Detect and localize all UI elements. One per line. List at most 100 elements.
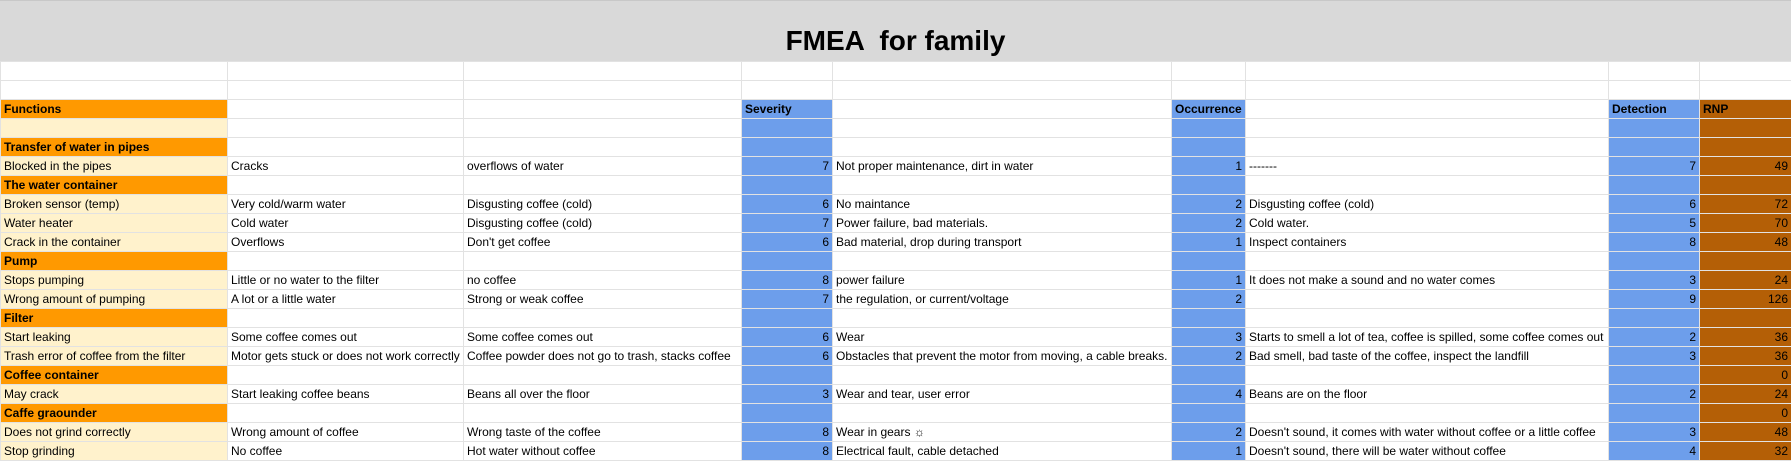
detection-cell[interactable]: 5 [1608,213,1700,233]
occurrence-cell[interactable]: 2 [1171,194,1246,214]
function-cell[interactable]: Start leaking [0,327,228,347]
cell[interactable] [0,118,228,138]
header-occurrence[interactable]: Occurrence [1171,99,1246,119]
section-title[interactable]: The water container [0,175,228,195]
detection-cell[interactable] [1608,308,1700,328]
cause-cell[interactable] [832,308,1172,328]
effect-cell[interactable]: overflows of water [463,156,742,176]
title-band[interactable] [0,0,1791,61]
occurrence-cell[interactable]: 2 [1171,422,1246,442]
effect-cell[interactable]: Beans all over the floor [463,384,742,404]
failure-mode-cell[interactable]: No coffee [227,441,464,461]
header-functions[interactable]: Functions [0,99,228,119]
occurrence-cell[interactable] [1171,403,1246,423]
occurrence-cell[interactable]: 2 [1171,213,1246,233]
effect-cell[interactable] [463,308,742,328]
rnp-cell[interactable]: 48 [1699,232,1791,252]
failure-mode-cell[interactable]: Cold water [227,213,464,233]
function-cell[interactable]: Blocked in the pipes [0,156,228,176]
cell[interactable] [0,61,228,81]
occurrence-cell[interactable]: 1 [1171,441,1246,461]
severity-cell[interactable] [741,403,833,423]
effect-cell[interactable]: Disgusting coffee (cold) [463,194,742,214]
cell[interactable] [832,80,1172,100]
cell[interactable] [832,61,1172,81]
occurrence-cell[interactable]: 2 [1171,346,1246,366]
cause-cell[interactable]: Wear and tear, user error [832,384,1172,404]
function-cell[interactable]: Water heater [0,213,228,233]
rnp-cell[interactable]: 126 [1699,289,1791,309]
occurrence-cell[interactable] [1171,365,1246,385]
severity-cell[interactable]: 6 [741,194,833,214]
cause-cell[interactable] [832,365,1172,385]
failure-mode-cell[interactable]: Motor gets stuck or does not work correc… [227,346,464,366]
effect-cell[interactable]: Wrong taste of the coffee [463,422,742,442]
function-cell[interactable]: Wrong amount of pumping [0,289,228,309]
section-title[interactable]: Pump [0,251,228,271]
severity-cell[interactable] [741,308,833,328]
rnp-cell[interactable]: 32 [1699,441,1791,461]
failure-mode-cell[interactable] [227,175,464,195]
cause-cell[interactable]: No maintance [832,194,1172,214]
detection-cell[interactable] [1608,251,1700,271]
rnp-cell[interactable]: 0 [1699,403,1791,423]
occurrence-cell[interactable]: 3 [1171,327,1246,347]
header-detection[interactable]: Detection [1608,99,1700,119]
effect-cell[interactable] [463,365,742,385]
effect-cell[interactable]: Some coffee comes out [463,327,742,347]
rnp-cell[interactable]: 72 [1699,194,1791,214]
section-title[interactable]: Coffee container [0,365,228,385]
detection-method-cell[interactable]: It does not make a sound and no water co… [1245,270,1609,290]
severity-cell[interactable]: 8 [741,422,833,442]
function-cell[interactable]: Stops pumping [0,270,228,290]
failure-mode-cell[interactable] [227,403,464,423]
occurrence-cell[interactable] [1171,175,1246,195]
failure-mode-cell[interactable] [227,137,464,157]
detection-method-cell[interactable] [1245,365,1609,385]
severity-cell[interactable]: 7 [741,289,833,309]
cell[interactable] [463,80,742,100]
cell[interactable] [1699,118,1791,138]
cell[interactable] [1245,61,1609,81]
detection-cell[interactable]: 9 [1608,289,1700,309]
function-cell[interactable]: Trash error of coffee from the filter [0,346,228,366]
effect-cell[interactable]: Disgusting coffee (cold) [463,213,742,233]
failure-mode-cell[interactable]: A lot or a little water [227,289,464,309]
rnp-cell[interactable]: 70 [1699,213,1791,233]
failure-mode-cell[interactable]: Wrong amount of coffee [227,422,464,442]
occurrence-cell[interactable] [1171,251,1246,271]
rnp-cell[interactable]: 24 [1699,384,1791,404]
cell[interactable] [463,99,742,119]
detection-method-cell[interactable] [1245,251,1609,271]
cell[interactable] [1171,61,1246,81]
cell[interactable] [1171,80,1246,100]
section-title[interactable]: Filter [0,308,228,328]
detection-method-cell[interactable] [1245,175,1609,195]
detection-method-cell[interactable] [1245,137,1609,157]
rnp-cell[interactable] [1699,308,1791,328]
cause-cell[interactable] [832,251,1172,271]
cell[interactable] [227,99,464,119]
rnp-cell[interactable]: 49 [1699,156,1791,176]
failure-mode-cell[interactable] [227,251,464,271]
failure-mode-cell[interactable]: Little or no water to the filter [227,270,464,290]
cause-cell[interactable] [832,403,1172,423]
rnp-cell[interactable] [1699,175,1791,195]
effect-cell[interactable]: Don't get coffee [463,232,742,252]
function-cell[interactable]: Stop grinding [0,441,228,461]
failure-mode-cell[interactable]: Very cold/warm water [227,194,464,214]
detection-cell[interactable]: 8 [1608,232,1700,252]
detection-cell[interactable]: 2 [1608,384,1700,404]
severity-cell[interactable]: 6 [741,327,833,347]
rnp-cell[interactable]: 0 [1699,365,1791,385]
detection-cell[interactable] [1608,403,1700,423]
severity-cell[interactable]: 7 [741,213,833,233]
cell[interactable] [832,118,1172,138]
cause-cell[interactable]: Wear in gears ☼ [832,422,1172,442]
detection-method-cell[interactable] [1245,403,1609,423]
occurrence-cell[interactable]: 4 [1171,384,1246,404]
effect-cell[interactable] [463,403,742,423]
detection-cell[interactable] [1608,365,1700,385]
detection-method-cell[interactable]: Doesn't sound, there will be water witho… [1245,441,1609,461]
cause-cell[interactable]: power failure [832,270,1172,290]
